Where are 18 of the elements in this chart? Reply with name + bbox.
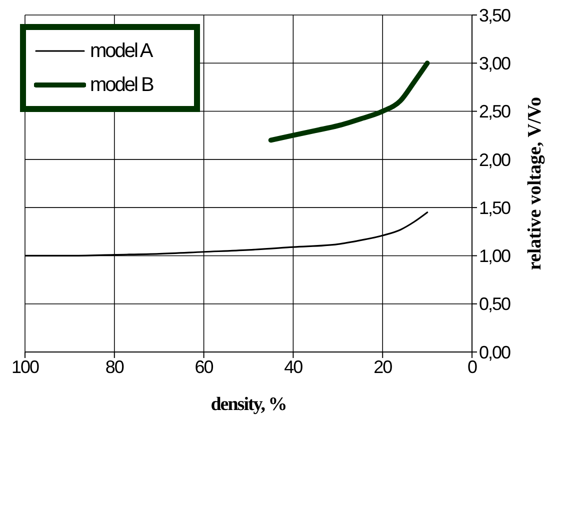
y-tick-label: 3,50 <box>479 5 512 26</box>
y-axis-title: relative voltage, V/Vo <box>524 96 546 270</box>
y-tick-label: 1,00 <box>479 246 512 266</box>
x-tick-label: 20 <box>374 356 393 377</box>
legend-label: model A <box>90 40 152 62</box>
y-tick-label: 0,50 <box>479 294 512 314</box>
x-tick-label: 100 <box>11 356 40 377</box>
y-tick-label: 2,00 <box>479 150 512 170</box>
x-tick-label: 60 <box>194 356 214 377</box>
x-tick-label: 0 <box>467 356 478 377</box>
legend-label: model B <box>90 74 153 96</box>
x-tick-label: 80 <box>105 356 124 377</box>
y-tick-label: 2,50 <box>479 102 512 122</box>
y-tick-label: 1,50 <box>479 198 512 218</box>
y-tick-label: 0,00 <box>479 342 512 362</box>
x-tick-label: 40 <box>284 356 304 377</box>
x-axis-title: density, % <box>210 394 286 415</box>
y-tick-label: 3,00 <box>479 54 512 74</box>
